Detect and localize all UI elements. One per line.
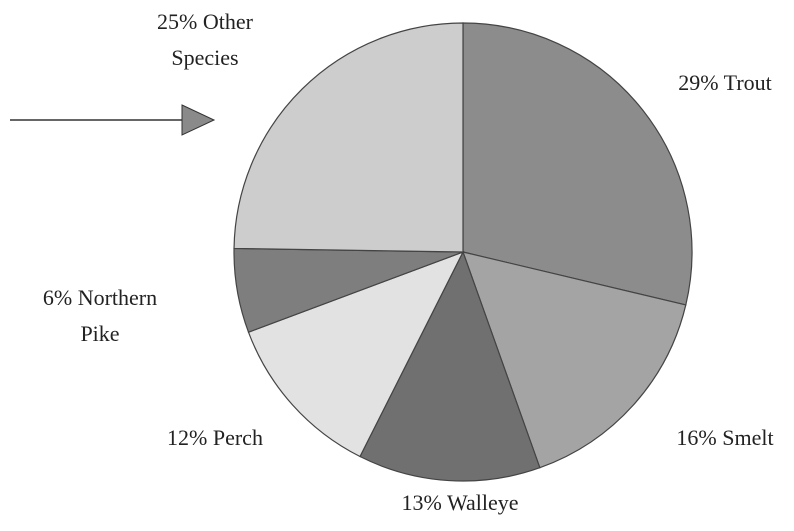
value-label: 6%: [42, 285, 73, 310]
slice-label: 6% Northern Pike: [35, 280, 165, 352]
category-label: Smelt: [722, 425, 774, 450]
value-label: 25%: [157, 9, 198, 34]
pie-slice: [247, 250, 465, 458]
slice-label: 29% Trout: [615, 65, 794, 101]
arrow: [10, 104, 216, 136]
category-label: Trout: [723, 70, 772, 95]
pie-slice: [462, 22, 693, 306]
category-label: Walleye: [446, 490, 519, 515]
slice-label: 16% Smelt: [615, 420, 794, 456]
slice-label: 12% Perch: [105, 420, 325, 456]
pie-slice: [359, 250, 541, 482]
category-label: Other Species: [171, 9, 253, 70]
pie-slice: [462, 251, 687, 469]
pie-slice: [233, 22, 464, 253]
category-label: Northern Pike: [77, 285, 158, 346]
arrow-head: [181, 104, 216, 136]
category-label: Perch: [212, 425, 263, 450]
value-label: 29%: [678, 70, 719, 95]
slice-label: 25% Other Species: [140, 4, 270, 76]
value-label: 13%: [401, 490, 442, 515]
value-label: 16%: [676, 425, 717, 450]
slice-label: 13% Walleye: [350, 485, 570, 521]
value-label: 12%: [167, 425, 208, 450]
